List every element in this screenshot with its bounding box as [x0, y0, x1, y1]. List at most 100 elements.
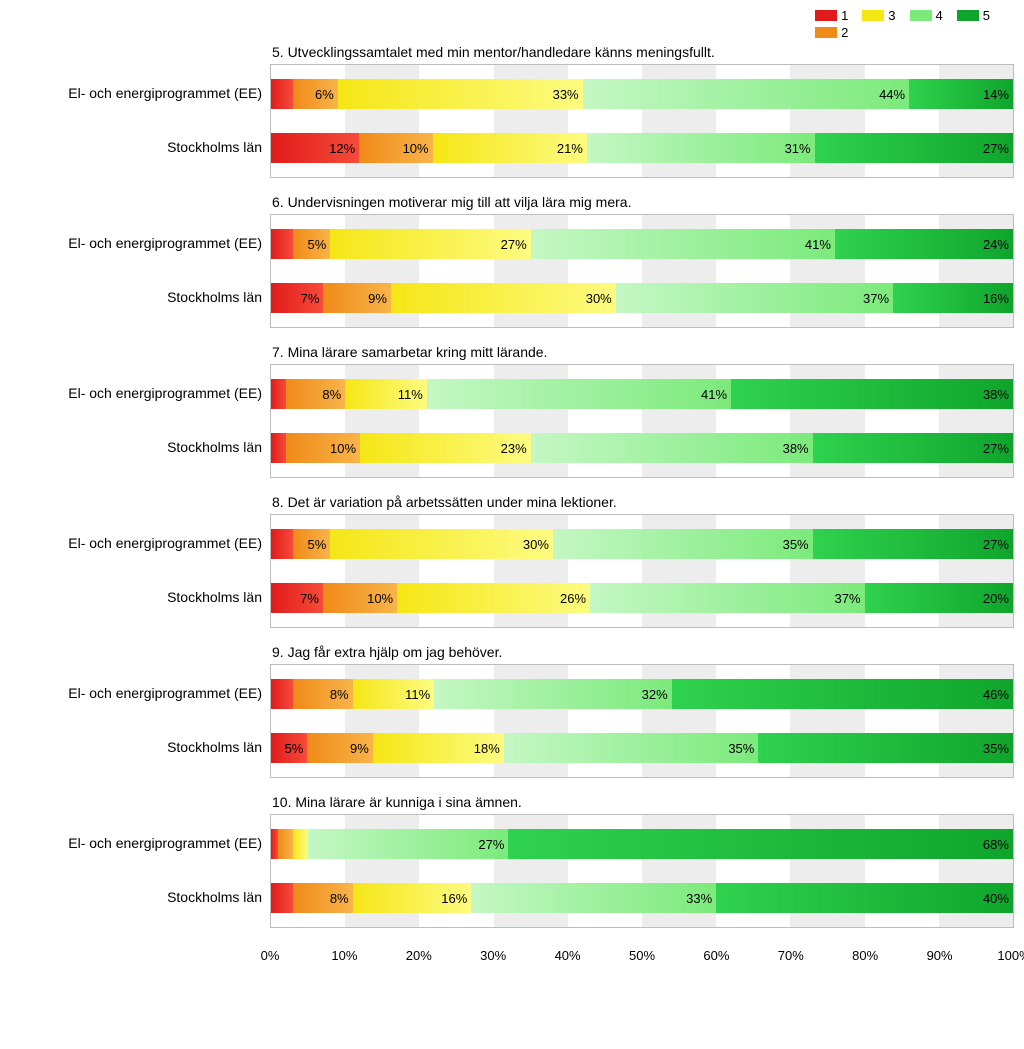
labels-column: El- och energiprogrammet (EE)Stockholms …	[10, 64, 270, 178]
bar-segment	[271, 829, 278, 859]
bar-row: 7%9%30%37%16%	[271, 281, 1013, 315]
bar-segment: 8%	[293, 679, 352, 709]
x-tick: 90%	[927, 948, 953, 963]
chart-block: 5. Utvecklingssamtalet med min mentor/ha…	[10, 44, 1014, 178]
segment-value: 20%	[983, 591, 1009, 606]
bar-segment: 38%	[731, 379, 1013, 409]
segment-value: 68%	[983, 837, 1009, 852]
bar-segment: 27%	[330, 229, 530, 259]
x-tick: 0%	[261, 948, 280, 963]
segment-value: 16%	[441, 891, 467, 906]
bar-segment: 35%	[758, 733, 1013, 763]
bar-segment	[271, 229, 293, 259]
chart-title: 7. Mina lärare samarbetar kring mitt lär…	[10, 344, 1014, 360]
bars: 8%11%41%38%10%23%38%27%	[271, 365, 1013, 477]
bar-segment: 41%	[531, 229, 835, 259]
plot-area: 6%33%44%14%12%10%21%31%27%	[270, 64, 1014, 178]
x-tick: 80%	[852, 948, 878, 963]
chart-block: 9. Jag får extra hjälp om jag behöver. El…	[10, 644, 1014, 778]
chart-title: 6. Undervisningen motiverar mig till att…	[10, 194, 1014, 210]
segment-value: 5%	[285, 741, 304, 756]
segment-value: 8%	[330, 687, 349, 702]
bar-row: 8% 11% 32% 46%	[271, 677, 1013, 711]
legend: 12345	[10, 8, 1014, 42]
x-tick: 100%	[997, 948, 1024, 963]
legend-label: 4	[936, 8, 943, 23]
segment-value: 31%	[785, 141, 811, 156]
plot-area: 8%11%41%38%10%23%38%27%	[270, 364, 1014, 478]
segment-value: 14%	[983, 87, 1009, 102]
legend-label: 5	[983, 8, 990, 23]
bar-segment: 5%	[271, 733, 307, 763]
bar-segment: 10%	[323, 583, 397, 613]
chart-block: 7. Mina lärare samarbetar kring mitt lär…	[10, 344, 1014, 478]
labels-column: El- och energiprogrammet (EE)Stockholms …	[10, 514, 270, 628]
bar-segment: 37%	[590, 583, 865, 613]
legend-item-3: 3	[862, 8, 895, 23]
segment-value: 7%	[300, 591, 319, 606]
bar-row: 7%10%26%37%20%	[271, 581, 1013, 615]
bar-segment: 24%	[835, 229, 1013, 259]
chart-block: 8. Det är variation på arbetssätten unde…	[10, 494, 1014, 628]
bar-segment	[278, 829, 293, 859]
segment-value: 32%	[642, 687, 668, 702]
legend-item-2: 2	[815, 25, 848, 40]
chart-body: El- och energiprogrammet (EE)Stockholms …	[10, 64, 1014, 178]
bar-segment	[293, 829, 308, 859]
row-label: Stockholms län	[10, 580, 270, 614]
segment-value: 38%	[783, 441, 809, 456]
labels-column: El- och energiprogrammet (EE)Stockholms …	[10, 214, 270, 328]
bar-segment: 14%	[909, 79, 1013, 109]
segment-value: 12%	[329, 141, 355, 156]
bar-row: 5%9% 18% 35% 35%	[271, 731, 1013, 765]
bar-segment: 33%	[338, 79, 583, 109]
segment-value: 9%	[368, 291, 387, 306]
legend-swatch	[862, 10, 884, 21]
segment-value: 27%	[983, 141, 1009, 156]
row-label: El- och energiprogrammet (EE)	[10, 826, 270, 860]
chart-title: 10. Mina lärare är kunniga i sina ämnen.	[10, 794, 1014, 810]
bar-segment: 5%	[293, 229, 330, 259]
labels-column: El- och energiprogrammet (EE)Stockholms …	[10, 664, 270, 778]
segment-value: 33%	[686, 891, 712, 906]
segment-value: 7%	[301, 291, 320, 306]
bar-segment	[271, 79, 293, 109]
segment-value: 6%	[315, 87, 334, 102]
bar-segment: 11%	[353, 679, 435, 709]
bar-segment: 37%	[616, 283, 893, 313]
bar-segment: 35%	[553, 529, 813, 559]
segment-value: 27%	[983, 537, 1009, 552]
chart-title: 9. Jag får extra hjälp om jag behöver.	[10, 644, 1014, 660]
segment-value: 5%	[308, 537, 327, 552]
row-label: El- och energiprogrammet (EE)	[10, 226, 270, 260]
plot-area: 27%68%8%16%33%40%	[270, 814, 1014, 928]
bar-segment: 46%	[672, 679, 1013, 709]
bar-segment: 9%	[307, 733, 372, 763]
bar-segment: 31%	[587, 133, 815, 163]
segment-value: 44%	[879, 87, 905, 102]
segment-value: 41%	[701, 387, 727, 402]
bar-segment: 5%	[293, 529, 330, 559]
chart-body: El- och energiprogrammet (EE)Stockholms …	[10, 664, 1014, 778]
bars: 27%68%8%16%33%40%	[271, 815, 1013, 927]
plot-area: 5%27%41%24%7%9%30%37%16%	[270, 214, 1014, 328]
row-label: Stockholms län	[10, 730, 270, 764]
segment-value: 18%	[474, 741, 500, 756]
legend-label: 3	[888, 8, 895, 23]
segment-value: 35%	[728, 741, 754, 756]
x-tick: 10%	[331, 948, 357, 963]
bar-segment: 40%	[716, 883, 1013, 913]
x-tick: 60%	[703, 948, 729, 963]
segment-value: 23%	[501, 441, 527, 456]
bar-segment: 7%	[271, 583, 323, 613]
legend-swatch	[815, 10, 837, 21]
bar-segment: 68%	[508, 829, 1013, 859]
legend-swatch	[957, 10, 979, 21]
bar-segment: 21%	[433, 133, 587, 163]
segment-value: 5%	[308, 237, 327, 252]
segment-value: 11%	[398, 387, 423, 402]
bar-segment: 27%	[813, 433, 1013, 463]
bar-segment: 44%	[583, 79, 909, 109]
bar-segment: 12%	[271, 133, 359, 163]
bar-segment: 32%	[434, 679, 671, 709]
